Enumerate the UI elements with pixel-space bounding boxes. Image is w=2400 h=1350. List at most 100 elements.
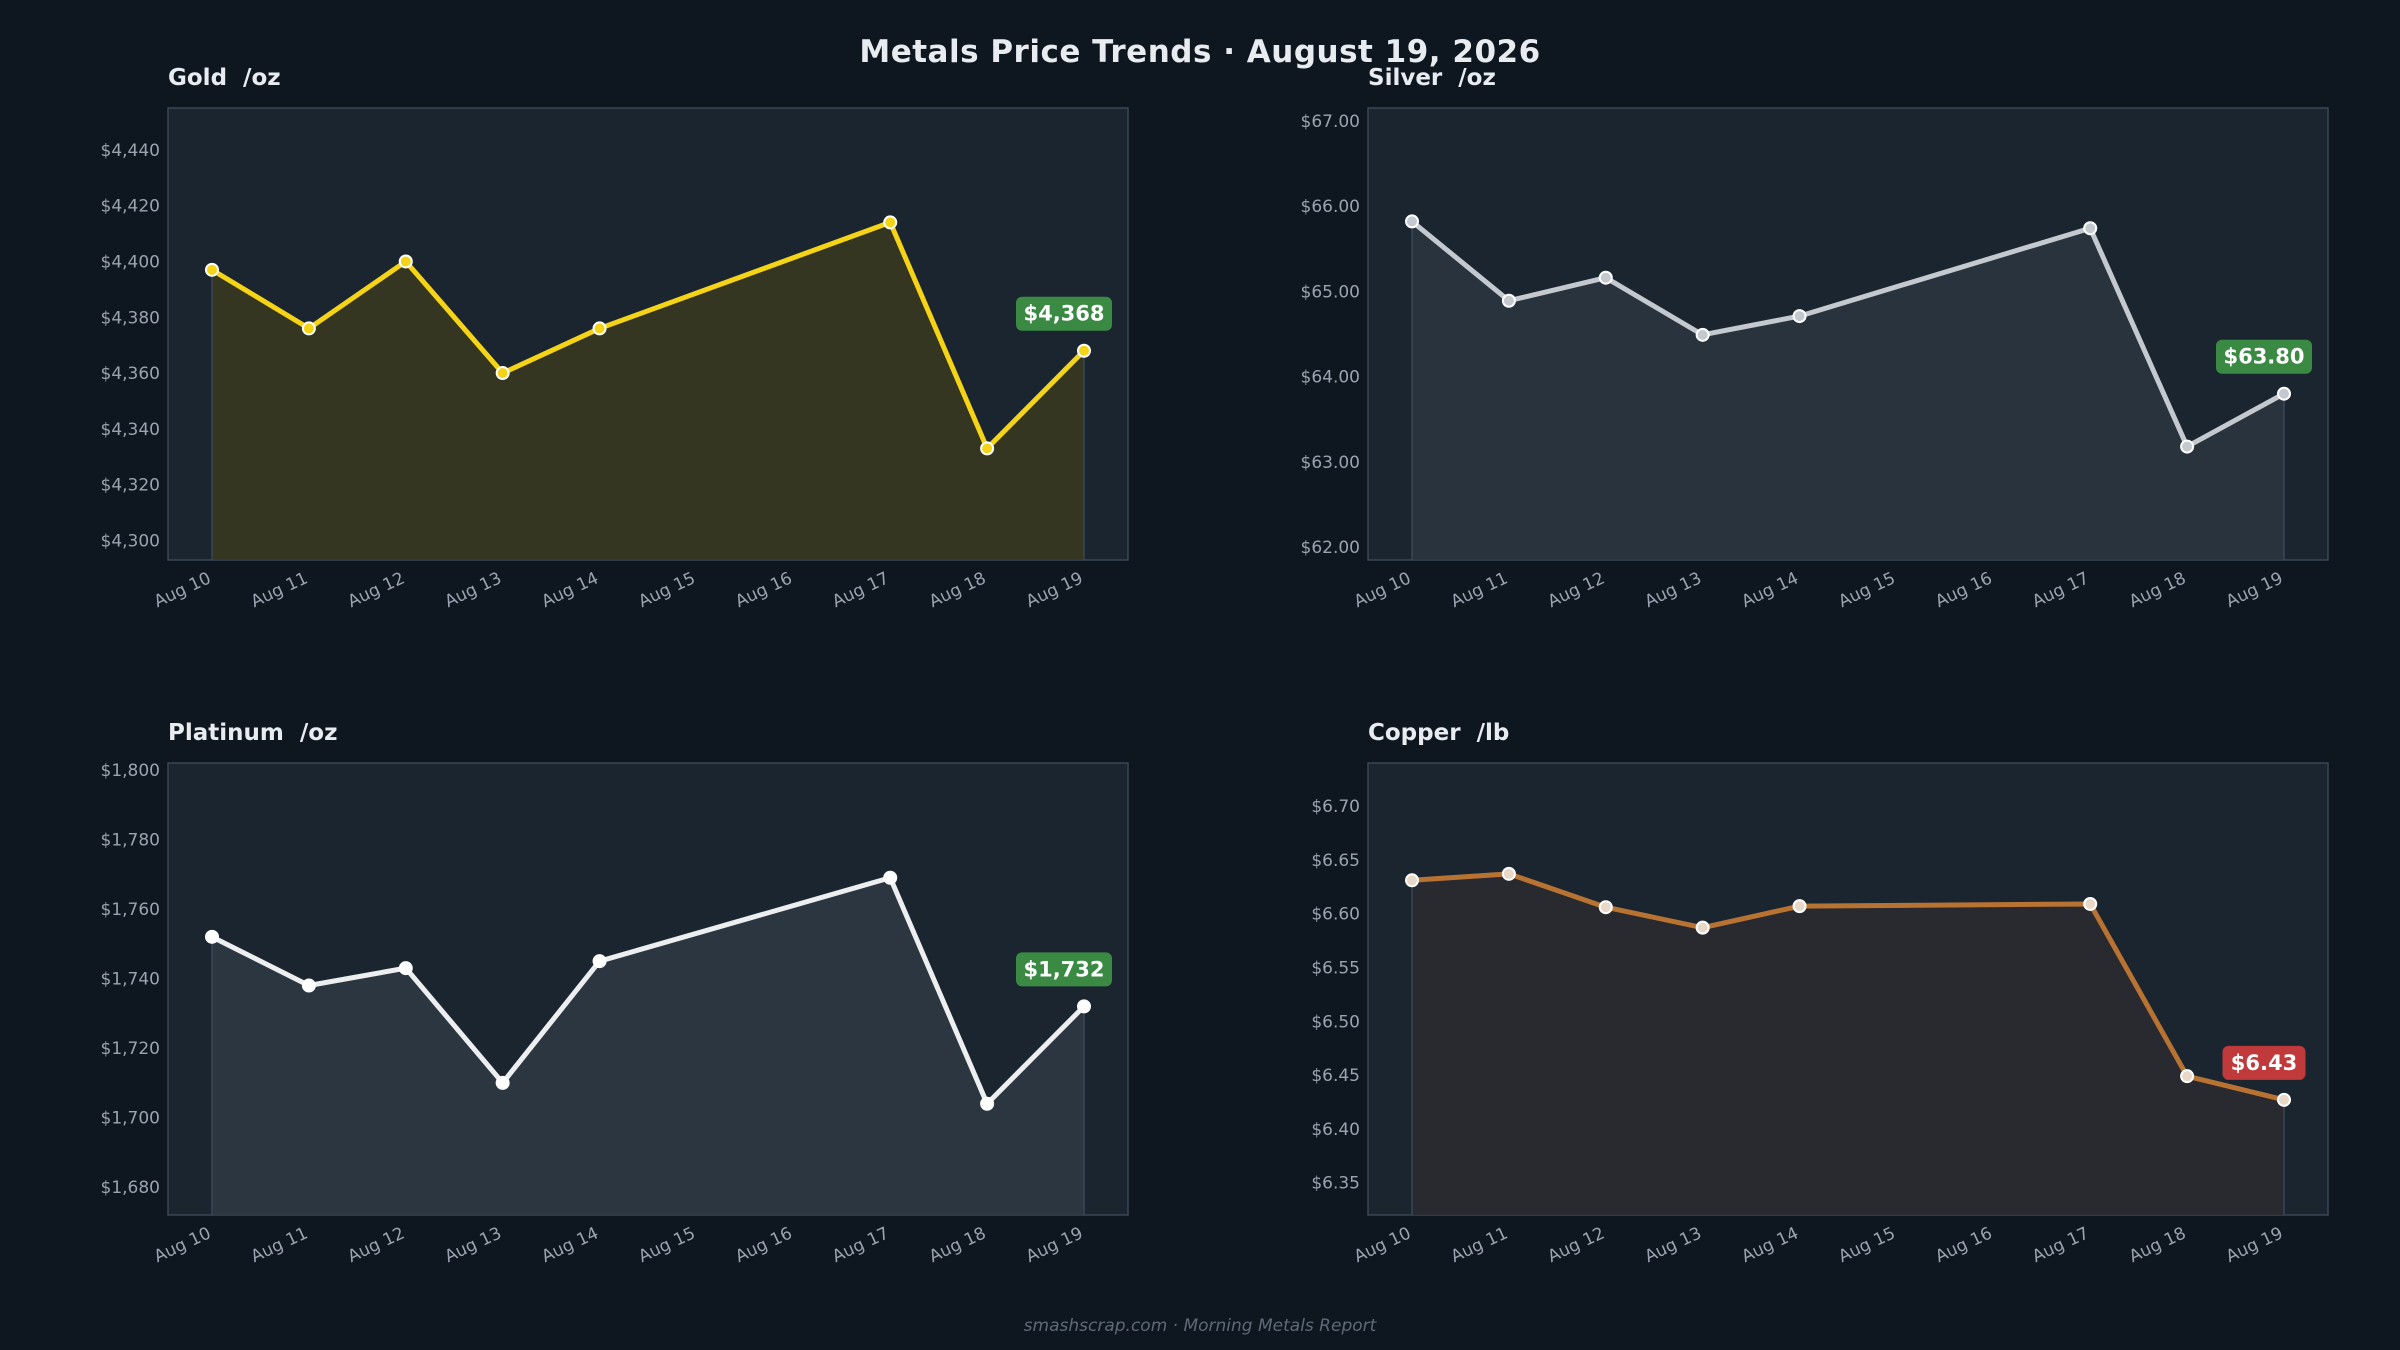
data-point-copper: [1792, 899, 1807, 914]
series-line-copper: [1409, 871, 2287, 1103]
data-point-platinum: [301, 978, 316, 993]
y-tick-label-gold: $4,340: [101, 420, 160, 440]
data-point-gold: [1077, 343, 1091, 358]
badge-background: [2222, 1045, 2306, 1080]
y-tick-label-platinum: $1,700: [101, 1109, 160, 1129]
y-tick-label-copper: $6.55: [1311, 958, 1360, 978]
data-point-platinum: [883, 870, 898, 885]
badge-background: [2216, 339, 2312, 374]
y-tick-label-gold: $4,420: [101, 197, 160, 217]
data-point-platinum: [205, 929, 219, 944]
last-value-label-copper: $6.43: [2231, 1051, 2297, 1075]
y-tick-label-platinum: $1,780: [101, 830, 160, 850]
data-point-platinum: [980, 1096, 995, 1111]
data-point-gold: [205, 262, 219, 277]
data-point-silver: [2277, 386, 2291, 401]
data-point-gold: [301, 321, 316, 336]
y-tick-label-gold: $4,300: [101, 531, 160, 551]
data-point-copper: [1501, 866, 1516, 881]
chart-title-gold: Gold /oz: [168, 65, 281, 91]
y-tick-label-copper: $6.40: [1311, 1120, 1360, 1140]
last-value-badge-copper: $6.43: [2222, 1045, 2306, 1080]
y-tick-label-gold: $4,380: [101, 308, 160, 328]
data-point-copper: [2180, 1069, 2195, 1084]
series-line-silver: [1409, 218, 2287, 450]
x-tick-label-copper: Aug 13: [1642, 1223, 1705, 1267]
data-point-copper: [1695, 920, 1710, 935]
y-tick-label-copper: $6.65: [1311, 851, 1360, 871]
data-point-gold: [592, 321, 607, 336]
last-value-badge-gold: $4,368: [1016, 296, 1112, 331]
data-point-silver: [2180, 439, 2195, 454]
data-point-silver: [1792, 309, 1807, 324]
line-chart-gold: $4,300 $4,320 $4,340 $4,360 $4,380 $4,400 $4,4…: [101, 107, 1129, 612]
x-tick-label-copper: Aug 11: [1448, 1223, 1511, 1267]
series-line-gold: [209, 219, 1087, 451]
line-chart-copper: $6.35 $6.40 $6.45 $6.50 $6.55 $6.60 $6.65 $6.70…: [1311, 762, 2329, 1267]
x-tick-label-copper: Aug 19: [2223, 1223, 2286, 1267]
x-tick-label-copper: Aug 17: [2029, 1223, 2092, 1267]
y-tick-label-silver: $63.00: [1301, 453, 1360, 473]
last-value-badge-silver: $63.80: [2216, 339, 2312, 374]
chart-title-silver: Silver /oz: [1368, 65, 1496, 91]
data-point-gold: [398, 254, 413, 269]
x-tick-label-copper: Aug 15: [1836, 1223, 1899, 1267]
data-point-silver: [1405, 214, 1419, 229]
y-tick-label-copper: $6.45: [1311, 1066, 1360, 1086]
y-tick-label-platinum: $1,680: [101, 1178, 160, 1198]
area-fill-gold: [212, 222, 1084, 560]
data-point-gold: [495, 366, 510, 381]
data-point-platinum: [592, 954, 607, 969]
y-tick-label-platinum: $1,760: [101, 900, 160, 920]
chart-title-platinum: Platinum /oz: [168, 720, 338, 746]
last-value-label-silver: $63.80: [2223, 345, 2304, 369]
y-tick-label-platinum: $1,720: [101, 1039, 160, 1059]
y-tick-label-silver: $65.00: [1301, 282, 1360, 302]
area-fill-platinum: [212, 877, 1084, 1215]
y-tick-label-gold: $4,360: [101, 364, 160, 384]
y-tick-label-gold: $4,440: [101, 141, 160, 161]
badge-background: [1016, 952, 1112, 987]
y-tick-label-gold: $4,400: [101, 252, 160, 272]
y-tick-label-silver: $64.00: [1301, 368, 1360, 388]
data-point-gold: [980, 441, 995, 456]
y-tick-label-platinum: $1,800: [101, 761, 160, 781]
data-point-silver: [1598, 270, 1613, 285]
data-point-copper: [1405, 873, 1419, 888]
y-tick-label-copper: $6.35: [1311, 1174, 1360, 1194]
last-value-label-platinum: $1,732: [1023, 957, 1104, 981]
y-tick-label-silver: $62.00: [1301, 538, 1360, 558]
data-point-copper: [1598, 900, 1613, 915]
y-tick-label-gold: $4,320: [101, 476, 160, 496]
footer-credit: smashscrap.com · Morning Metals Report: [1023, 1316, 1377, 1336]
chart-title-copper: Copper /lb: [1368, 720, 1510, 746]
data-point-platinum: [1077, 999, 1091, 1014]
series-line-platinum: [209, 875, 1087, 1107]
y-tick-label-platinum: $1,740: [101, 970, 160, 990]
last-value-label-gold: $4,368: [1023, 302, 1104, 326]
y-tick-label-copper: $6.60: [1311, 905, 1360, 925]
badge-background: [1016, 296, 1112, 331]
x-tick-label-copper: Aug 14: [1739, 1223, 1802, 1267]
line-chart-silver: $62.00$63.00$64.00$65.00$66.00$67.00Aug …: [1301, 107, 2329, 612]
x-tick-label-copper: Aug 10: [1351, 1223, 1414, 1267]
data-point-silver: [1695, 327, 1710, 342]
y-tick-label-silver: $67.00: [1301, 112, 1360, 132]
y-tick-label-copper: $6.50: [1311, 1012, 1360, 1032]
data-point-platinum: [398, 961, 413, 976]
y-tick-label-silver: $66.00: [1301, 197, 1360, 217]
data-point-copper: [2277, 1092, 2291, 1107]
page-title: Metals Price Trends · August 19, 2026: [859, 34, 1541, 70]
data-point-platinum: [495, 1075, 510, 1090]
y-tick-label-copper: $6.70: [1311, 797, 1360, 817]
data-point-copper: [2083, 896, 2098, 911]
data-point-silver: [2083, 221, 2098, 236]
line-chart-platinum: $1,680 $1,700 $1,720 $1,740 $1,760 $1,780 $1,8…: [101, 761, 1129, 1267]
x-tick-label-copper: Aug 12: [1545, 1223, 1608, 1267]
x-tick-label-copper: Aug 16: [1932, 1223, 1995, 1267]
last-value-badge-platinum: $1,732: [1016, 952, 1112, 987]
x-tick-label-copper: Aug 18: [2126, 1223, 2189, 1267]
data-point-gold: [883, 215, 898, 230]
data-point-silver: [1501, 293, 1516, 308]
area-fill-copper: [1412, 873, 2284, 1215]
